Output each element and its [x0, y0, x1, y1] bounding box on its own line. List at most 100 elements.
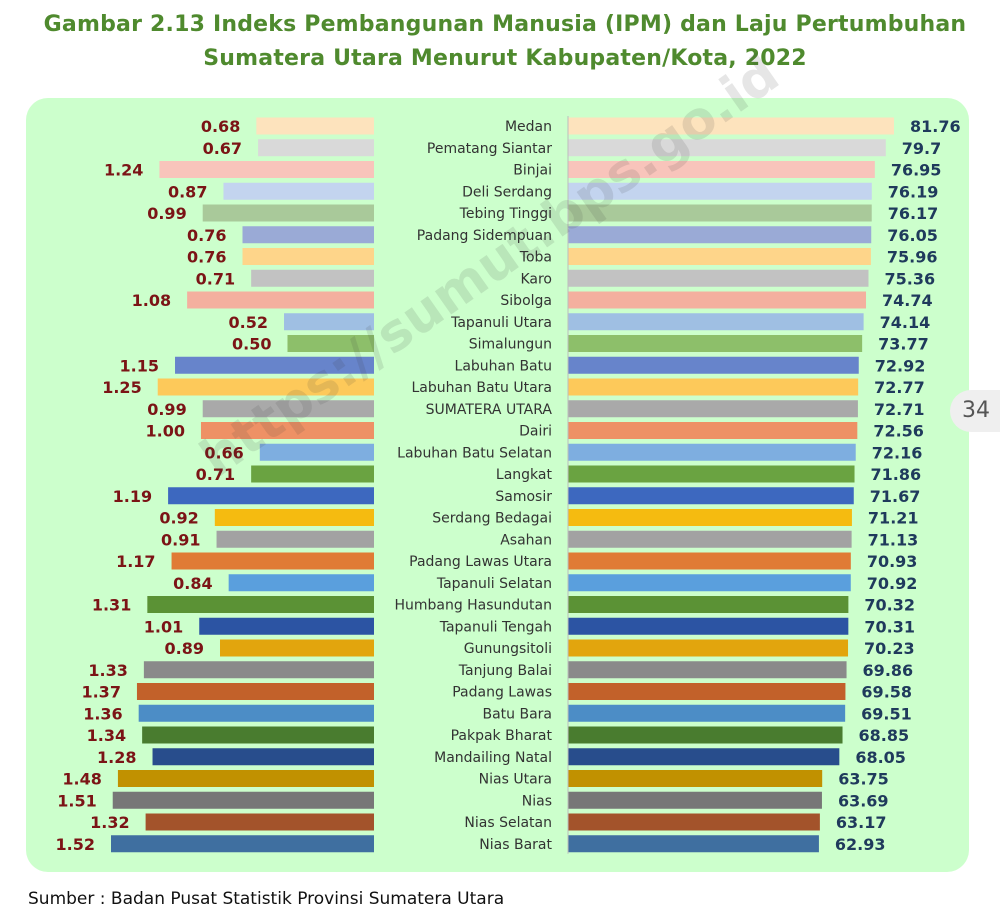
category-label: Tapanuli Selatan [436, 576, 552, 592]
growth-bar [214, 509, 374, 526]
ipm-bar [568, 422, 858, 439]
growth-value-label: 1.51 [57, 791, 96, 810]
growth-value-label: 1.48 [62, 770, 101, 789]
ipm-bar [568, 356, 859, 374]
ipm-value-label: 69.51 [861, 704, 912, 723]
ipm-value-label: 74.74 [882, 291, 933, 310]
ipm-bar [568, 139, 886, 157]
ipm-bar [568, 661, 847, 679]
growth-bar [200, 422, 374, 439]
ipm-value-label: 72.71 [874, 400, 925, 419]
source-note: Sumber : Badan Pusat Statistik Provinsi … [28, 889, 505, 909]
category-label: Mandailing Natal [434, 750, 552, 766]
growth-value-label: 0.67 [203, 139, 242, 158]
chart-title: Gambar 2.13 Indeks Pembangunan Manusia (… [0, 8, 1000, 76]
growth-value-label: 1.31 [92, 596, 131, 615]
ipm-bar [568, 378, 859, 396]
growth-bar [242, 226, 374, 244]
growth-bar [171, 552, 374, 570]
growth-bar [220, 639, 374, 657]
growth-bar [259, 443, 374, 461]
ipm-value-label: 69.58 [861, 683, 912, 702]
ipm-bar [568, 226, 872, 244]
ipm-bar [568, 726, 843, 744]
ipm-value-label: 81.76 [910, 117, 961, 136]
ipm-bar [568, 704, 846, 722]
growth-value-label: 1.00 [145, 422, 184, 441]
category-label: Pematang Siantar [427, 141, 552, 157]
growth-value-label: 0.76 [187, 226, 226, 245]
growth-value-label: 1.24 [104, 161, 143, 180]
ipm-value-label: 76.05 [887, 226, 938, 245]
category-label: Tanjung Balai [458, 663, 552, 679]
ipm-bar [568, 204, 872, 222]
ipm-value-label: 75.36 [884, 269, 935, 288]
ipm-bar [568, 443, 856, 461]
page-number-badge: 34 [950, 390, 1000, 432]
ipm-value-label: 76.95 [891, 161, 942, 180]
category-label: Toba [519, 250, 552, 266]
ipm-value-label: 68.85 [859, 726, 910, 745]
ipm-bar [568, 161, 875, 178]
category-label: Nias Barat [479, 837, 552, 853]
growth-value-label: 0.66 [204, 443, 243, 462]
ipm-bar [568, 335, 863, 352]
ipm-bar [568, 313, 864, 331]
ipm-value-label: 76.17 [888, 204, 939, 223]
growth-bar [199, 617, 374, 635]
growth-value-label: 0.92 [159, 509, 198, 528]
growth-bar [168, 487, 374, 505]
ipm-bar [568, 487, 854, 505]
growth-bar [157, 378, 374, 396]
chart-title-line2: Sumatera Utara Menurut Kabupaten/Kota, 2… [203, 46, 807, 71]
category-label: Langkat [496, 467, 553, 483]
growth-value-label: 0.71 [196, 465, 235, 484]
growth-value-label: 0.84 [173, 574, 212, 593]
growth-bar [202, 204, 374, 222]
growth-bar [228, 574, 374, 592]
ipm-value-label: 71.86 [871, 465, 922, 484]
category-label: Medan [505, 119, 552, 135]
growth-value-label: 1.08 [132, 291, 171, 310]
category-label: Serdang Bedagai [432, 511, 552, 527]
ipm-bar [568, 683, 846, 700]
growth-value-label: 1.36 [83, 704, 122, 723]
growth-bar [138, 704, 374, 722]
category-label: Padang Lawas [452, 685, 552, 701]
ipm-bar [568, 530, 852, 548]
ipm-value-label: 69.86 [863, 661, 914, 680]
growth-bar [111, 835, 374, 853]
growth-bar [159, 161, 374, 178]
ipm-value-label: 63.69 [838, 791, 889, 810]
growth-value-label: 0.52 [229, 313, 268, 332]
growth-bar [117, 770, 374, 787]
category-label: Nias [522, 793, 552, 809]
category-label: Batu Bara [482, 706, 552, 722]
growth-value-label: 0.89 [165, 639, 204, 658]
category-label: Padang Sidempuan [417, 228, 552, 244]
ipm-bar [568, 182, 872, 200]
category-label: Deli Serdang [462, 184, 552, 200]
growth-bar [251, 269, 374, 287]
ipm-value-label: 71.67 [870, 487, 921, 506]
ipm-value-label: 62.93 [835, 835, 886, 854]
growth-value-label: 0.71 [196, 269, 235, 288]
category-label: Tebing Tinggi [459, 206, 552, 222]
ipm-bar [568, 770, 823, 787]
ipm-value-label: 68.05 [855, 748, 906, 767]
growth-value-label: 1.34 [87, 726, 126, 745]
ipm-bar [568, 835, 819, 853]
category-label: Labuhan Batu Selatan [397, 445, 552, 461]
ipm-bar [568, 813, 820, 831]
ipm-value-label: 70.23 [864, 639, 915, 658]
growth-bar [216, 530, 374, 548]
ipm-bar [568, 639, 849, 657]
growth-bar [145, 813, 374, 831]
ipm-value-label: 76.19 [888, 182, 939, 201]
category-label: Nias Selatan [464, 815, 552, 831]
ipm-bar [568, 400, 858, 418]
category-label: Simalungun [469, 337, 552, 353]
growth-value-label: 1.19 [113, 487, 152, 506]
growth-value-label: 1.17 [116, 552, 155, 571]
growth-bar [136, 683, 374, 700]
